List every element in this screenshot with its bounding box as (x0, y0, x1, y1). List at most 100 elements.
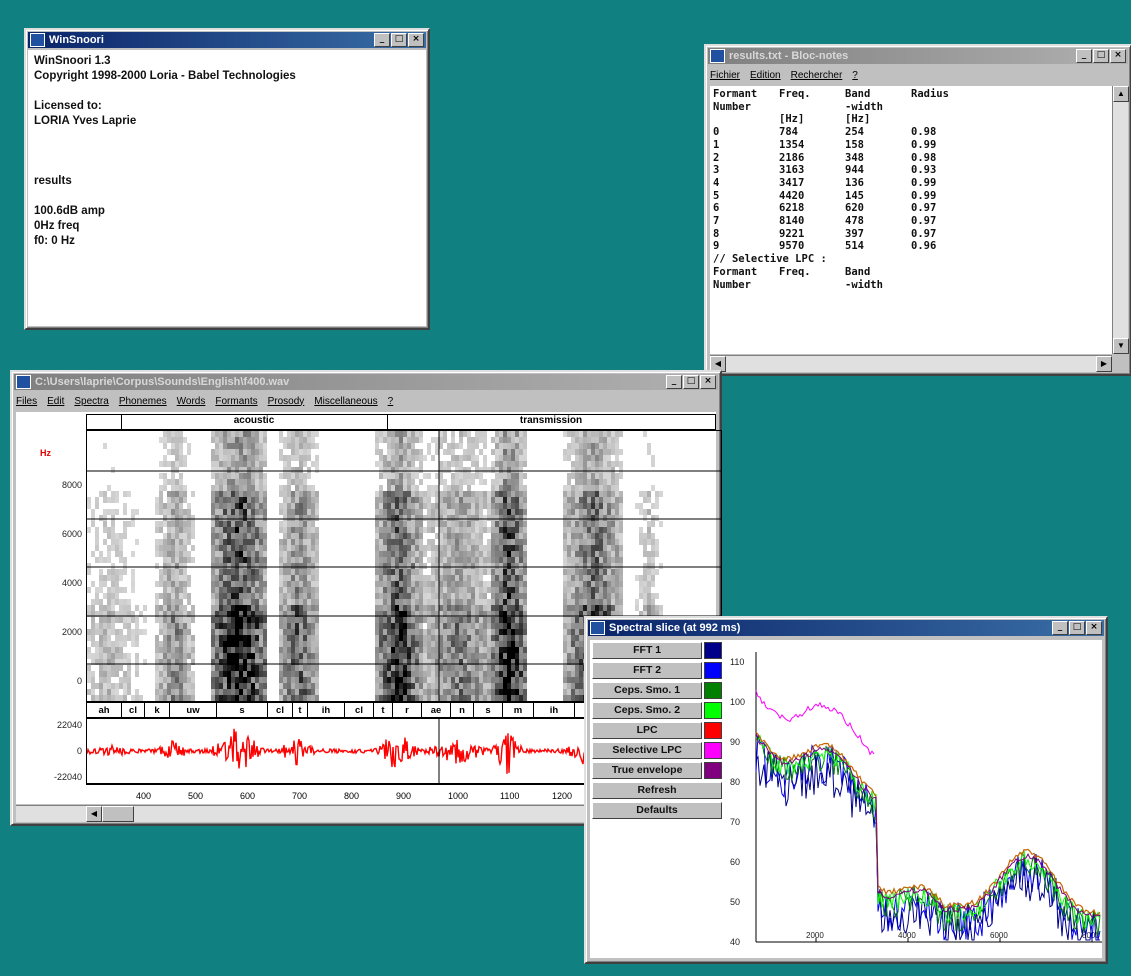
color-swatch[interactable] (704, 742, 722, 759)
phoneme-label[interactable]: m (503, 703, 534, 717)
spectrogram-cell (423, 683, 427, 689)
menu-item[interactable]: ? (387, 395, 394, 407)
spectrogram-cell (211, 551, 215, 557)
menu-item[interactable]: Fichier (710, 69, 741, 81)
slice-button[interactable]: Selective LPC (592, 742, 703, 759)
maximize-button[interactable]: □ (683, 375, 699, 389)
spectrogram-cell (447, 509, 451, 515)
horizontal-scrollbar[interactable]: ◀ ▶ (710, 355, 1112, 372)
vertical-scrollbar[interactable]: ▲ ▼ (1112, 86, 1129, 354)
main-titlebar[interactable]: C:\Users\laprie\Corpus\Sounds\English\f4… (14, 374, 718, 390)
spectrogram-cell (599, 611, 603, 617)
word-bar[interactable]: acoustic transmission (86, 414, 716, 430)
menu-item[interactable]: Files (16, 395, 38, 407)
menu-item[interactable]: Spectra (74, 395, 109, 407)
spectrogram-cell (579, 473, 583, 479)
phoneme-label[interactable]: k (145, 703, 170, 717)
word-label[interactable]: acoustic (121, 415, 388, 429)
scroll-down-icon[interactable]: ▼ (1113, 338, 1129, 354)
scroll-left-icon[interactable]: ◀ (86, 806, 102, 822)
slice-titlebar[interactable]: Spectral slice (at 992 ms) _ □ × (588, 620, 1104, 636)
color-swatch[interactable] (704, 682, 722, 699)
slice-button[interactable]: Defaults (592, 802, 722, 819)
spectrogram-cell (507, 659, 511, 665)
spectrogram-cell (575, 599, 579, 605)
minimize-button[interactable]: _ (666, 375, 682, 389)
spectrogram-cell (607, 449, 611, 455)
horizontal-scrollbar[interactable]: ◀ (16, 805, 716, 822)
menu-item[interactable]: Miscellaneous (314, 395, 378, 407)
phoneme-label[interactable]: cl (345, 703, 374, 717)
maximize-button[interactable]: □ (391, 33, 407, 47)
phoneme-label[interactable]: s (217, 703, 268, 717)
color-swatch[interactable] (704, 642, 722, 659)
maximize-button[interactable]: □ (1093, 49, 1109, 63)
spectrogram-cell (587, 479, 591, 485)
spectrogram-cell (287, 671, 291, 677)
menu-item[interactable]: Prosody (267, 395, 305, 407)
close-button[interactable]: × (700, 375, 716, 389)
phoneme-label[interactable]: cl (268, 703, 293, 717)
maximize-button[interactable]: □ (1069, 621, 1085, 635)
close-button[interactable]: × (408, 33, 424, 47)
slice-button[interactable]: Refresh (592, 782, 722, 799)
phoneme-label[interactable]: cl (122, 703, 145, 717)
spectrogram-cell (595, 587, 599, 593)
phoneme-label[interactable]: s (474, 703, 503, 717)
spectrogram-cell (455, 569, 459, 575)
results-titlebar[interactable]: results.txt - Bloc-notes _ □ × (708, 48, 1128, 64)
phoneme-label[interactable]: uw (170, 703, 217, 717)
word-label[interactable]: transmission (519, 415, 583, 426)
spectrogram-cell (219, 461, 223, 467)
menu-item[interactable]: Rechercher (790, 69, 843, 81)
phoneme-label[interactable]: t (374, 703, 393, 717)
color-swatch[interactable] (704, 722, 722, 739)
spectrogram-cell (227, 479, 231, 485)
slice-button[interactable]: LPC (592, 722, 703, 739)
spectrogram-cell (447, 659, 451, 665)
slice-button[interactable]: Ceps. Smo. 2 (592, 702, 703, 719)
scroll-up-icon[interactable]: ▲ (1113, 86, 1129, 102)
color-swatch[interactable] (704, 662, 722, 679)
spectrogram-cell (603, 431, 607, 437)
phoneme-bar[interactable]: ah cl k uw s cl t ih cl t r ae n s m ih (86, 702, 716, 718)
spectrogram-cell (483, 515, 487, 521)
scroll-right-icon[interactable]: ▶ (1096, 356, 1112, 372)
spectrogram-cell (495, 575, 499, 581)
spectrogram-cell (459, 689, 463, 695)
scroll-thumb[interactable] (102, 806, 134, 822)
menu-item[interactable]: Phonemes (118, 395, 167, 407)
slice-button[interactable]: Ceps. Smo. 1 (592, 682, 703, 699)
menu-item[interactable]: Edition (750, 69, 781, 81)
phoneme-label[interactable]: t (293, 703, 308, 717)
menu-item[interactable]: Words (176, 395, 206, 407)
phoneme-label[interactable]: ih (308, 703, 345, 717)
slice-button[interactable]: FFT 2 (592, 662, 703, 679)
slice-button[interactable]: True envelope (592, 762, 703, 779)
phoneme-label[interactable]: ih (534, 703, 575, 717)
close-button[interactable]: × (1086, 621, 1102, 635)
spectrogram-cell (463, 623, 467, 629)
color-swatch[interactable] (704, 702, 722, 719)
slice-button[interactable]: FFT 1 (592, 642, 703, 659)
minimize-button[interactable]: _ (1052, 621, 1068, 635)
phoneme-label[interactable]: ah (87, 703, 122, 717)
menu-item[interactable]: Edit (47, 395, 65, 407)
about-line: f0: 0 Hz (34, 235, 75, 247)
menu-item[interactable]: ? (852, 69, 858, 81)
minimize-button[interactable]: _ (374, 33, 390, 47)
spectrogram-cell (183, 695, 187, 701)
menu-item[interactable]: Formants (215, 395, 258, 407)
spectrogram-cell (171, 545, 175, 551)
spectrogram-cell (507, 569, 511, 575)
color-swatch[interactable] (704, 762, 722, 779)
spectrogram-cell (179, 581, 183, 587)
phoneme-label[interactable]: r (393, 703, 422, 717)
phoneme-label[interactable]: n (451, 703, 474, 717)
results-text-area[interactable]: Formant Freq. Band Radius Number -width [Hz] [H… (710, 86, 1112, 354)
about-titlebar[interactable]: WinSnoori _ □ × (28, 32, 426, 48)
minimize-button[interactable]: _ (1076, 49, 1092, 63)
phoneme-label[interactable]: ae (422, 703, 451, 717)
spectral-plot[interactable]: 110 100 90 80 70 60 50 40 2000 4000 6000 8000 (726, 642, 1102, 956)
close-button[interactable]: × (1110, 49, 1126, 63)
